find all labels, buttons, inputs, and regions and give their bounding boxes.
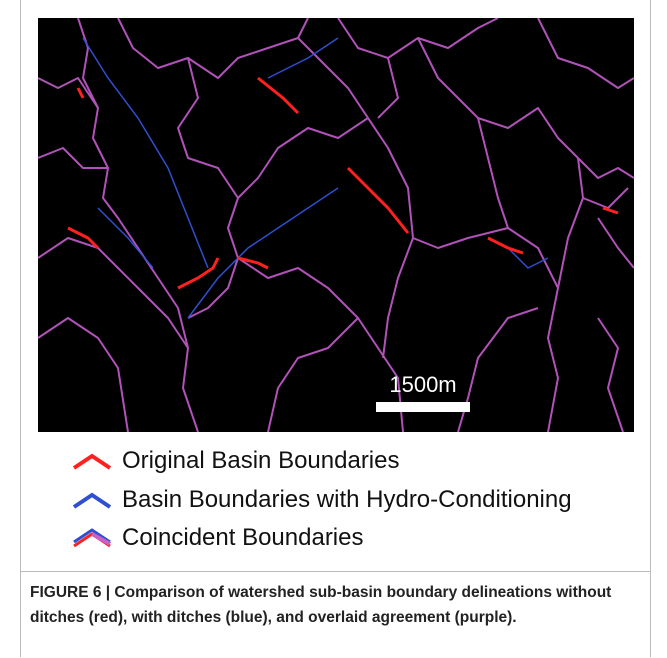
legend-icon [72,490,112,510]
figure-caption: FIGURE 6 | Comparison of watershed sub-b… [30,580,635,630]
legend-item: Coincident Boundaries [72,522,364,554]
legend-item: Original Basin Boundaries [72,445,400,477]
legend-icon [72,451,112,471]
scale-bar [376,402,470,412]
figure-page: {"figure": {"scale_bar_label": "1500m"},… [0,0,667,658]
legend-label: Basin Boundaries with Hydro-Conditioning [122,486,572,514]
legend-label: Original Basin Boundaries [122,447,400,475]
legend-icon [72,528,112,548]
legend-label: Coincident Boundaries [122,524,364,552]
legend-item: Basin Boundaries with Hydro-Conditioning [72,484,572,516]
watershed-map: 1500m [38,18,634,432]
map-background [38,18,634,432]
caption-separator [21,571,650,572]
scale-bar-label: 1500m [389,372,456,397]
